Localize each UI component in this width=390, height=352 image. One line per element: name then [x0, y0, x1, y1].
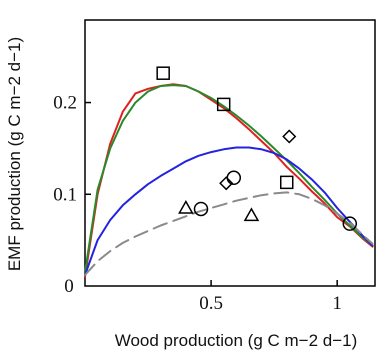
ticks-layer: 0.5 1 0.1 0.2 — [53, 93, 342, 314]
circle-marker — [342, 216, 358, 231]
markers-layer — [156, 66, 358, 231]
origin-label: 0 — [64, 276, 74, 297]
square-marker — [279, 175, 294, 190]
y-tick-label: 0.2 — [53, 93, 77, 114]
diamond-marker — [282, 129, 297, 144]
y-tick-label: 0.1 — [53, 184, 77, 205]
series-line-3 — [84, 146, 374, 276]
plot-area: 0.5 1 0.1 0.2 — [53, 19, 376, 314]
triangle-marker — [178, 200, 194, 214]
x-tick-label: 1 — [332, 293, 342, 314]
circle-marker — [193, 201, 209, 217]
series-line-4 — [84, 191, 374, 276]
triangle-marker — [243, 207, 260, 222]
plot-frame — [84, 19, 376, 287]
circle-marker — [226, 170, 242, 186]
square-marker — [156, 66, 170, 80]
diamond-marker — [219, 176, 234, 191]
x-axis-title: Wood production (g C m−2 d−1) — [115, 331, 358, 350]
square-marker — [216, 97, 231, 112]
y-axis-title: EMF production (g C m−2 d−1) — [5, 37, 24, 271]
x-tick-label: 0.5 — [199, 293, 223, 314]
